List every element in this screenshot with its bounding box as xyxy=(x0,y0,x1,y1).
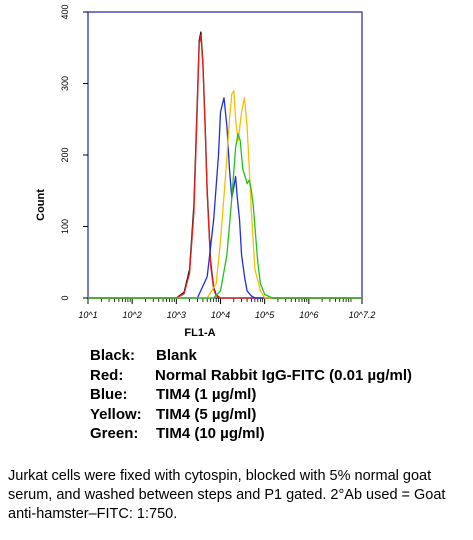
y-tick-label: 400 xyxy=(60,4,70,19)
legend-key: Black: xyxy=(90,347,136,364)
x-tick-label: 10^6 xyxy=(299,310,318,320)
legend-key: Yellow: xyxy=(90,405,142,423)
x-axis: 10^1 10^2 10^3 10^4 10^5 10^6 10^7.2 xyxy=(78,298,375,320)
series-group xyxy=(88,31,362,299)
plot-frame xyxy=(87,11,363,299)
y-axis-title: Count xyxy=(35,189,47,221)
legend-label: TIM4 (1 µg/ml) xyxy=(156,386,257,403)
legend-key: Blue: xyxy=(90,386,128,403)
y-axis: 0 100 200 300 400 xyxy=(60,4,88,301)
legend-item: Blue: TIM4 (1 µg/ml) xyxy=(90,385,412,405)
y-tick-label: 100 xyxy=(60,219,70,234)
series-line-2 xyxy=(88,34,362,299)
x-tick-label: 10^7.2 xyxy=(349,310,376,320)
legend-item: Green: TIM4 (10 µg/ml) xyxy=(90,424,412,444)
legend-label: Normal Rabbit IgG-FITC (0.01 µg/ml) xyxy=(155,366,412,384)
x-tick-label: 10^4 xyxy=(211,310,230,320)
series-line-1 xyxy=(88,31,362,299)
x-tick-label: 10^3 xyxy=(167,310,186,320)
legend-key: Red: xyxy=(90,366,124,384)
figure-caption: Jurkat cells were fixed with cytospin, b… xyxy=(8,468,446,522)
legend: Black: Blank Red: Normal Rabbit IgG-FITC (0… xyxy=(90,346,412,444)
legend-item: Red: Normal Rabbit IgG-FITC (0.01 µg/ml) xyxy=(90,366,412,386)
series-line-5 xyxy=(88,132,362,299)
legend-key: Green: xyxy=(90,425,139,442)
x-tick-label: 10^1 xyxy=(78,310,97,320)
y-tick-label: 0 xyxy=(60,295,70,300)
legend-item: Black: Blank xyxy=(90,346,412,366)
x-axis-title: FL1-A xyxy=(184,327,215,339)
x-tick-label: 10^2 xyxy=(123,310,142,320)
y-tick-label: 200 xyxy=(60,147,70,162)
legend-item: Yellow: TIM4 (5 µg/ml) xyxy=(90,405,412,425)
legend-label: TIM4 (5 µg/ml) xyxy=(156,405,257,423)
legend-label: TIM4 (10 µg/ml) xyxy=(156,425,265,442)
legend-label: Blank xyxy=(156,347,197,364)
y-tick-label: 300 xyxy=(60,76,70,91)
series-line-4 xyxy=(88,90,362,299)
x-tick-label: 10^5 xyxy=(255,310,275,320)
